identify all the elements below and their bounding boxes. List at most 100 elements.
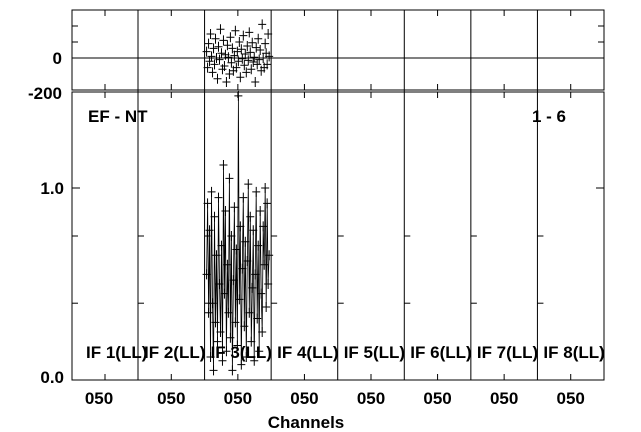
amplitude-point [263,198,272,209]
if-label: IF 4(LL) [277,343,338,362]
amplitude-point [248,282,257,293]
phase-point [231,25,240,36]
phase-point [242,67,251,78]
amplitude-point [255,346,264,357]
amplitude-point [252,186,261,197]
phase-point [235,37,244,47]
phase-point [253,59,262,70]
amplitude-point [262,302,271,313]
if-label: IF 8(LL) [543,343,604,362]
phase-point [246,47,255,58]
amplitude-point [216,327,225,337]
amplitude-point [218,355,227,366]
phase-y-tick-label: -200 [28,84,62,103]
phase-point [210,59,219,70]
if-label: IF 3(LL) [211,343,272,362]
amplitude-point [204,307,213,318]
phase-point [223,40,232,51]
amplitude-point [260,259,269,270]
amplitude-point [238,263,247,274]
phase-point [209,43,218,54]
amplitude-point [246,211,255,222]
amplitude-point [259,221,268,232]
amplitude-point [235,294,244,305]
amplitude-point [206,351,215,362]
amplitude-line [206,95,270,371]
amplitude-point [214,192,223,203]
phase-point [261,38,270,49]
channel-tick-label: 050 [290,389,318,408]
amplitude-point [217,240,226,251]
phase-point [245,27,254,38]
phase-point [258,19,267,30]
amplitude-point [239,192,248,203]
amplitude-point [242,351,251,362]
channel-tick-label: 050 [85,389,113,408]
amplitude-point [236,221,245,232]
amplitude-point [253,313,262,324]
phase-point [236,72,245,83]
phase-point [239,30,248,41]
if-label: IF 6(LL) [410,343,471,362]
amplitude-point [207,186,216,197]
if-label: IF 7(LL) [477,343,538,362]
phase-point [222,77,231,87]
amplitude-point [250,355,259,366]
phase-point [251,77,260,87]
phase-point [252,42,261,53]
phase-point [208,67,217,78]
amplitude-point [220,288,229,299]
channel-tick-label: 050 [224,389,252,408]
channel-tick-label: 050 [357,389,385,408]
amplitude-point [233,340,242,351]
amplitude-point [202,269,211,280]
amplitude-point [230,202,239,213]
amplitude-point [229,275,238,286]
phase-point [216,24,225,35]
phase-y-tick-label: 0 [53,49,62,68]
channel-tick-label: 050 [423,389,451,408]
amplitude-point [210,211,219,222]
amplitude-point [237,359,246,370]
amplitude-point [219,159,228,170]
phase-point [217,48,226,59]
plot-id-label: 1 - 6 [532,107,566,126]
phase-point [220,61,229,71]
amplitude-point [256,206,265,217]
phase-point [203,62,212,73]
phase-point [233,46,242,57]
phase-point [205,56,214,67]
panel-dividers [72,10,604,380]
amplitude-point [240,321,249,332]
amplitude-point [213,336,222,347]
phase-point [263,59,272,70]
phase-point [219,35,228,46]
phase-point [244,55,253,66]
phase-point [264,29,273,39]
amplitude-series [202,90,274,376]
tick-marks [72,10,604,380]
phase-point [215,54,224,65]
amplitude-point [234,90,243,101]
phase-point [214,41,223,52]
amplitude-y-tick-label: 0.0 [40,368,64,387]
amplitude-point [211,317,220,328]
phase-point [224,52,233,63]
amplitude-point [254,240,263,251]
phase-point [249,57,258,67]
phase-point [250,52,259,63]
phase-series [202,19,274,87]
phase-point [255,54,264,65]
amplitude-point [209,365,218,376]
phase-point [265,51,274,62]
phase-point [211,33,220,44]
channel-tick-label: 050 [490,389,518,408]
phase-point [234,56,243,67]
amplitude-point [215,279,224,289]
phase-point [226,32,235,43]
if-label: IF 1(LL) [86,343,147,362]
phase-point [206,29,215,39]
amplitude-point [225,173,234,184]
phase-point [207,51,216,62]
